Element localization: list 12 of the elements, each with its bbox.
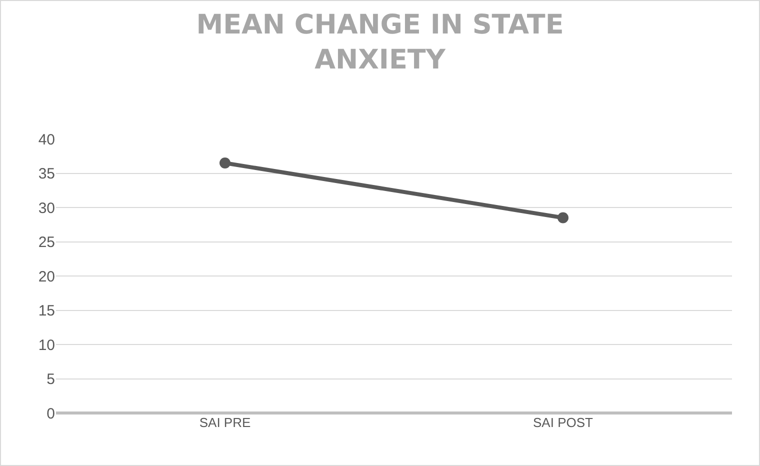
x-tick-label: SAI PRE [199,415,251,430]
y-tick-label: 15 [38,302,55,320]
y-tick-label: 5 [46,371,55,388]
y-tick-label: 10 [38,336,55,354]
y-tick-label: 25 [38,234,55,251]
y-tick-label: 40 [38,131,55,148]
y-tick-label: 35 [38,166,55,182]
y-tick-label: 0 [46,405,55,422]
y-tick-label: 30 [38,200,55,217]
y-tick-label: 20 [38,268,55,286]
x-tick-label: SAI POST [533,415,594,430]
chart-title: MEAN CHANGE IN STATE ANXIETY [196,9,564,76]
